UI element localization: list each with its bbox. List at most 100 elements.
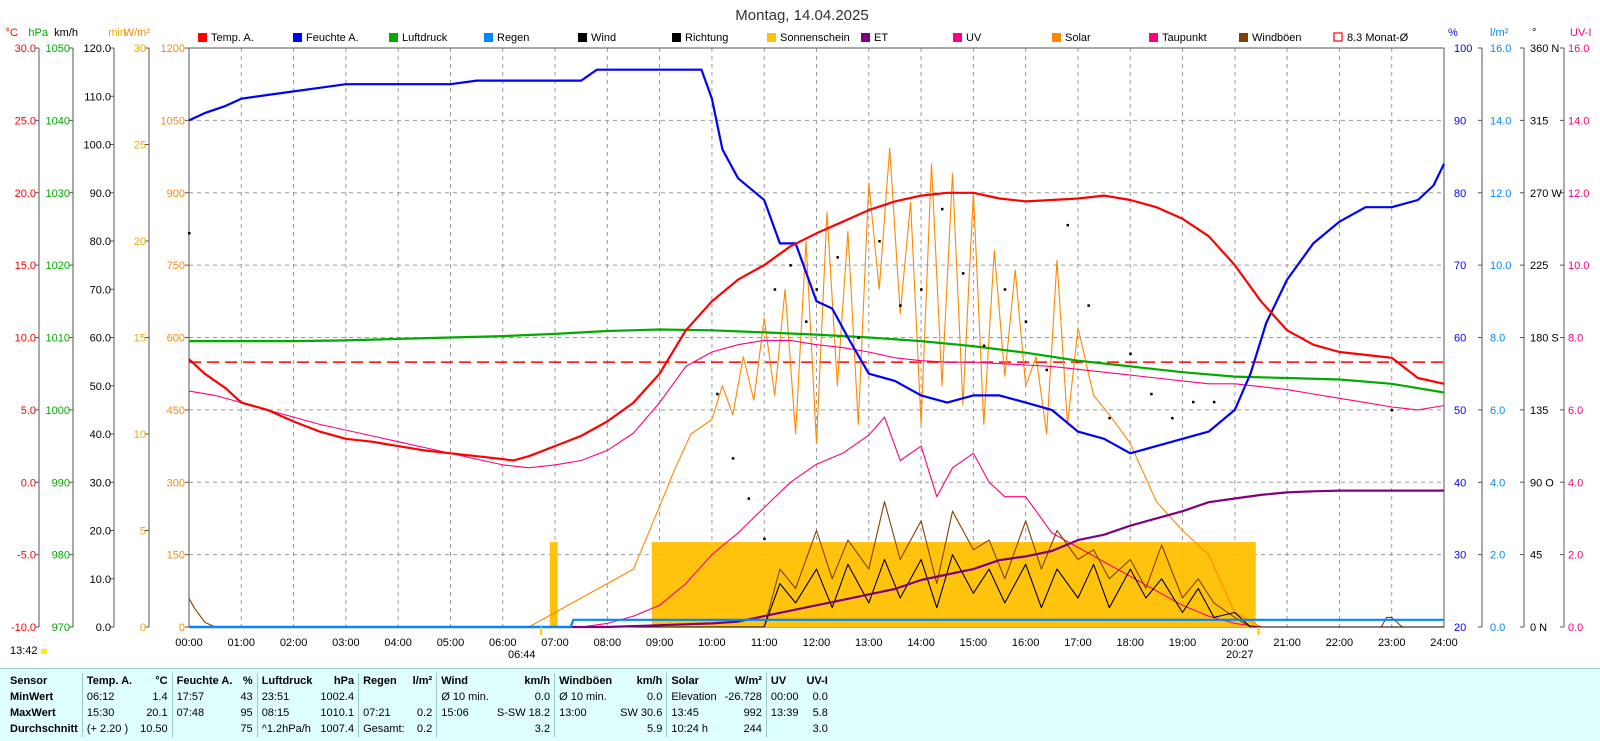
summary-header-unit: W/m²	[735, 675, 762, 687]
summary-cell-value: 0.2	[416, 723, 433, 735]
series-line-wind	[189, 554, 1444, 628]
summary-cell-note: (+ 2.20 )	[81, 721, 137, 737]
x-tick-label: 15:00	[960, 637, 988, 649]
legend-label: Sonnenschein	[780, 32, 850, 44]
axis-unit-label: l/m²	[1490, 27, 1509, 39]
axis-tick-label: 45	[1530, 550, 1542, 562]
summary-cell-note: 13:45	[666, 705, 721, 721]
summary-cell-value: 95	[240, 707, 253, 719]
summary-cell-note	[171, 721, 237, 737]
axis-tick-label: 0.0	[1490, 622, 1505, 634]
legend-label: Windböen	[1252, 32, 1302, 44]
axis-tick-label: 4.0	[1568, 477, 1583, 489]
axis-tick-label: 16.0	[1490, 43, 1511, 55]
legend-swatch	[672, 33, 681, 42]
summary-cell-value: 1.4	[152, 691, 168, 703]
summary-cell-note	[436, 721, 493, 737]
summary-row-max: MaxWert 15:30 20.1 07:48 95 08:15 1010.1 07:21 0…	[6, 705, 832, 721]
summary-cell-value: 0.0	[812, 691, 828, 703]
summary-cell-value: 5.8	[812, 707, 828, 719]
direction-point	[941, 207, 944, 211]
axis-tick-label: 225	[1530, 260, 1548, 272]
direction-point	[1045, 368, 1049, 372]
summary-cell-note: 17:57	[171, 689, 237, 705]
summary-cell-note: Gesamt:	[358, 721, 409, 737]
summary-header-label: UV	[765, 673, 803, 689]
summary-header-label: Solar	[666, 673, 721, 689]
axis-unit-label: km/h	[54, 27, 78, 39]
legend-label: 8.3 Monat-Ø	[1347, 32, 1409, 44]
x-tick-label: 24:00	[1430, 637, 1458, 649]
axis-tick-label: 15	[134, 333, 146, 345]
summary-row-label: MinWert	[10, 691, 54, 703]
axis-tick-label: 5	[140, 526, 146, 538]
axis-tick-label: 110.0	[84, 91, 111, 103]
axis-tick-label: 16.0	[1568, 43, 1589, 55]
direction-point	[763, 537, 766, 541]
summary-cell-note: 13:39	[765, 705, 803, 721]
axes: 30.025.020.015.010.05.00.0-5.0-10.0°C105…	[6, 27, 1592, 634]
x-tick-label: 06:00	[489, 637, 517, 649]
axis-tick-label: 600	[167, 333, 185, 345]
sunset-label: 20:27	[1226, 649, 1254, 661]
legend-swatch	[198, 33, 207, 42]
legend-swatch	[578, 33, 587, 42]
axis-tick-label: 0	[179, 622, 185, 634]
axis-tick-label: 100	[1454, 43, 1472, 55]
axis-tick-label: 10.0	[1490, 260, 1511, 272]
summary-cell-value: 5.9	[647, 723, 663, 735]
summary-header-unit: l/m²	[412, 675, 433, 687]
x-tick-label: 17:00	[1064, 637, 1092, 649]
x-tick-label: 22:00	[1326, 637, 1354, 649]
summary-cell-note: 00:00	[765, 689, 803, 705]
direction-point	[899, 304, 902, 307]
x-tick-label: 10:00	[698, 637, 726, 649]
axis-tick-label: 2.0	[1490, 550, 1505, 562]
summary-cell-value: S-SW 18.2	[496, 707, 551, 719]
axis-tick-label: 1040	[46, 115, 70, 127]
direction-point	[773, 288, 777, 291]
axis-tick-label: 80	[1454, 188, 1466, 200]
x-tick-label: 23:00	[1378, 637, 1406, 649]
summary-cell-note: 15:06	[436, 705, 493, 721]
direction-point	[1171, 416, 1174, 420]
direction-point	[1108, 416, 1111, 420]
summary-cell-note: 08:15	[256, 705, 317, 721]
axis-tick-label: 360 N	[1530, 43, 1559, 55]
legend-label: Wind	[591, 32, 616, 44]
axis-tick-label: 60	[1454, 333, 1466, 345]
x-axis: 00:00 01:00 02:00 03:00 04:00 05:00 06:00 07:00…	[175, 627, 1458, 649]
summary-panel: Sensor Temp. A. °C Feuchte A.% Luftdruck hPa R…	[0, 668, 1600, 741]
axis-tick-label: 70	[1454, 260, 1466, 272]
series-line-windb-en	[188, 501, 1444, 628]
axis-tick-label: 10.0	[1568, 260, 1589, 272]
direction-point	[188, 231, 191, 235]
axis-tick-label: 970	[52, 622, 70, 634]
axis-tick-label: 60.0	[90, 333, 111, 345]
summary-header-unit: km/h	[636, 675, 663, 687]
direction-point	[878, 240, 881, 243]
summary-cell-note: 10:24 h	[666, 721, 721, 737]
x-tick-label: 04:00	[384, 637, 412, 649]
direction-point	[1390, 408, 1394, 412]
axis-tick-label: 30.0	[15, 43, 36, 55]
summary-cell-note: 13:00	[554, 705, 617, 721]
chart-title: Montag, 14.04.2025	[735, 7, 868, 24]
axis-tick-label: 25.0	[15, 115, 36, 127]
summary-header-label: Luftdruck	[256, 673, 317, 689]
summary-cell-value: 20.1	[146, 707, 168, 719]
axis-tick-label: 1050	[161, 115, 185, 127]
axis-tick-label: 980	[52, 550, 70, 562]
axis-tick-label: 30	[134, 43, 146, 55]
series-line-luftdruck	[189, 328, 1445, 394]
summary-cell-value: 1007.4	[320, 723, 355, 735]
summary-cell-value: 10.50	[140, 723, 168, 735]
legend-label: Solar	[1065, 32, 1091, 44]
direction-point	[805, 320, 808, 323]
axis-tick-label: 15.0	[15, 260, 36, 272]
axis-tick-label: 50	[1454, 405, 1466, 417]
direction-point	[1212, 400, 1216, 404]
x-tick-label: 00:00	[175, 637, 203, 649]
x-tick-label: 12:00	[803, 637, 831, 649]
legend: Temp. A. Feuchte A. Luftdruck Regen Wind Rich…	[198, 32, 1409, 44]
